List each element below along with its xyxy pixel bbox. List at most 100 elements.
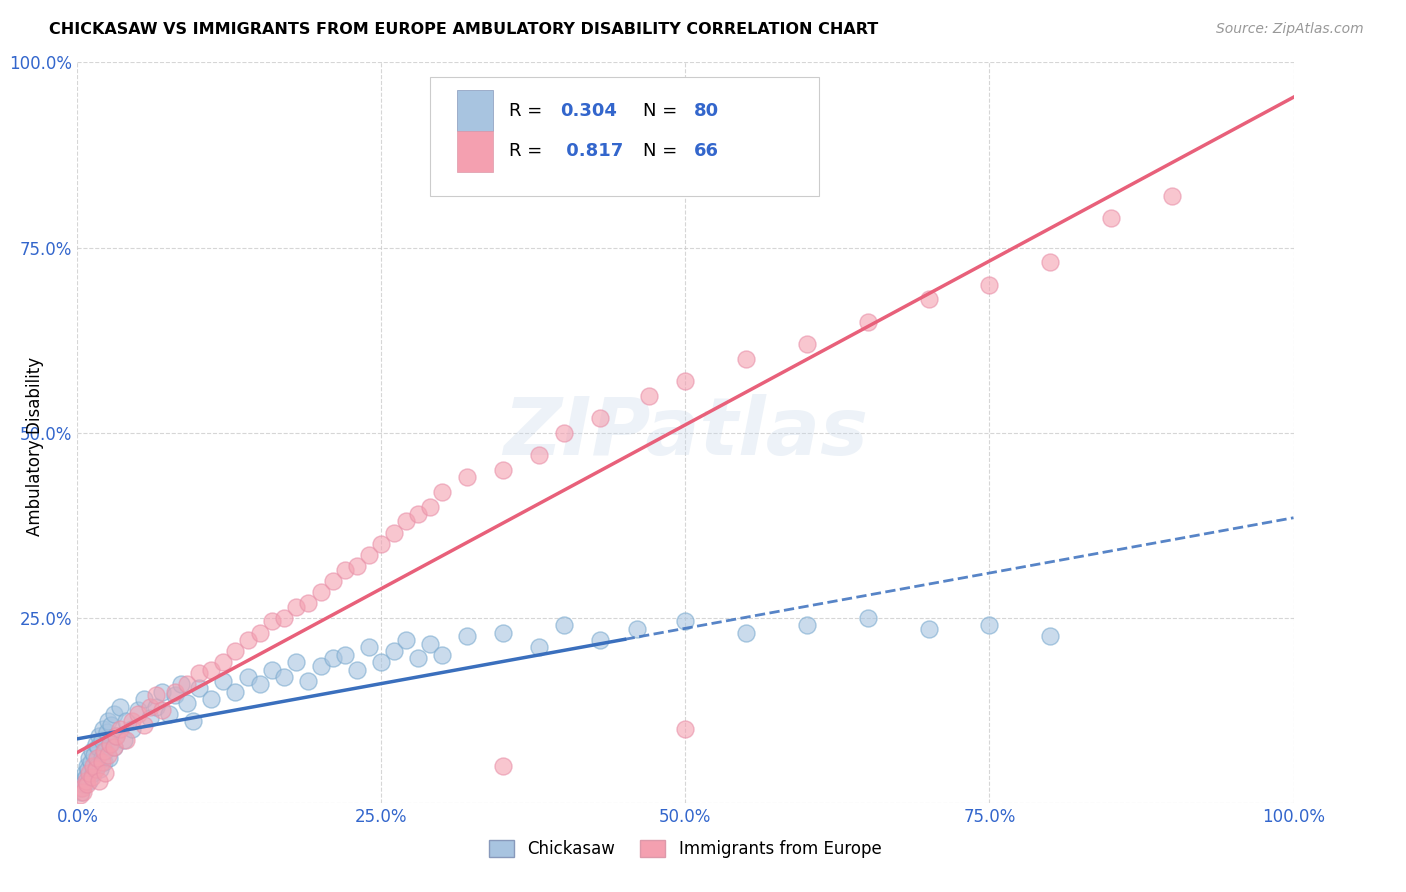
Point [589,410,612,425]
Point [918,293,941,307]
Point [90,755,112,769]
Point [979,618,1001,632]
Point [273,610,295,624]
Text: R =: R = [509,143,548,161]
Point [322,651,344,665]
Point [212,673,235,688]
Point [96,725,118,739]
Point [103,740,125,755]
Point [163,689,186,703]
Point [145,689,167,703]
Point [675,722,697,736]
Point [97,747,120,762]
Point [79,773,101,788]
Point [93,755,115,769]
Point [1099,211,1122,225]
Point [70,780,93,795]
Point [90,751,112,765]
Point [163,685,186,699]
Point [395,515,418,529]
Point [80,755,103,769]
Point [529,640,551,655]
Point [181,714,204,729]
Point [370,655,392,669]
Point [382,644,405,658]
Point [89,729,111,743]
Point [83,747,105,762]
Point [309,658,332,673]
Point [98,737,121,751]
Point [152,685,174,699]
Point [224,644,246,658]
Text: 66: 66 [695,143,718,161]
Point [492,758,515,772]
Point [370,536,392,550]
Point [395,632,418,647]
Point [108,699,131,714]
Point [77,763,100,777]
Point [98,737,121,751]
Point [918,622,941,636]
FancyBboxPatch shape [430,78,820,195]
Point [84,737,107,751]
Point [249,625,271,640]
Point [84,763,107,777]
Point [80,744,103,758]
Point [333,563,356,577]
Point [200,663,222,677]
Point [675,615,697,629]
Point [346,558,368,573]
Point [100,718,122,732]
Point [188,666,211,681]
Point [97,751,120,765]
Point [638,388,661,402]
Text: R =: R = [509,102,548,120]
Point [856,610,879,624]
Point [134,718,156,732]
Point [91,722,114,736]
Point [322,574,344,588]
Point [82,766,104,780]
Point [492,462,515,476]
Point [86,751,108,765]
Point [69,780,91,795]
Point [157,706,180,721]
Point [121,714,143,729]
Point [430,648,453,662]
Text: Ambulatory Disability: Ambulatory Disability [27,357,44,535]
FancyBboxPatch shape [457,90,494,131]
Point [406,651,429,665]
Point [406,507,429,521]
Point [796,618,818,632]
Text: ZIPatlas: ZIPatlas [503,393,868,472]
Point [76,777,98,791]
Point [75,770,97,784]
Text: 0.304: 0.304 [560,102,617,120]
Point [856,314,879,328]
Text: N =: N = [643,102,683,120]
Point [212,655,235,669]
Point [1039,629,1062,643]
Point [735,625,758,640]
Point [87,740,110,755]
Point [346,663,368,677]
FancyBboxPatch shape [457,131,494,171]
Point [103,740,125,755]
Point [115,714,138,729]
Text: Source: ZipAtlas.com: Source: ZipAtlas.com [1216,22,1364,37]
Point [456,629,478,643]
Point [82,758,104,772]
Point [176,677,198,691]
Text: 0.817: 0.817 [560,143,623,161]
Point [553,425,575,440]
Point [1161,188,1184,202]
Point [626,622,648,636]
Point [152,703,174,717]
Point [79,766,101,780]
Point [79,751,101,765]
Point [108,722,131,736]
Point [285,599,308,614]
Point [90,732,112,747]
Point [224,685,246,699]
Point [89,773,111,788]
